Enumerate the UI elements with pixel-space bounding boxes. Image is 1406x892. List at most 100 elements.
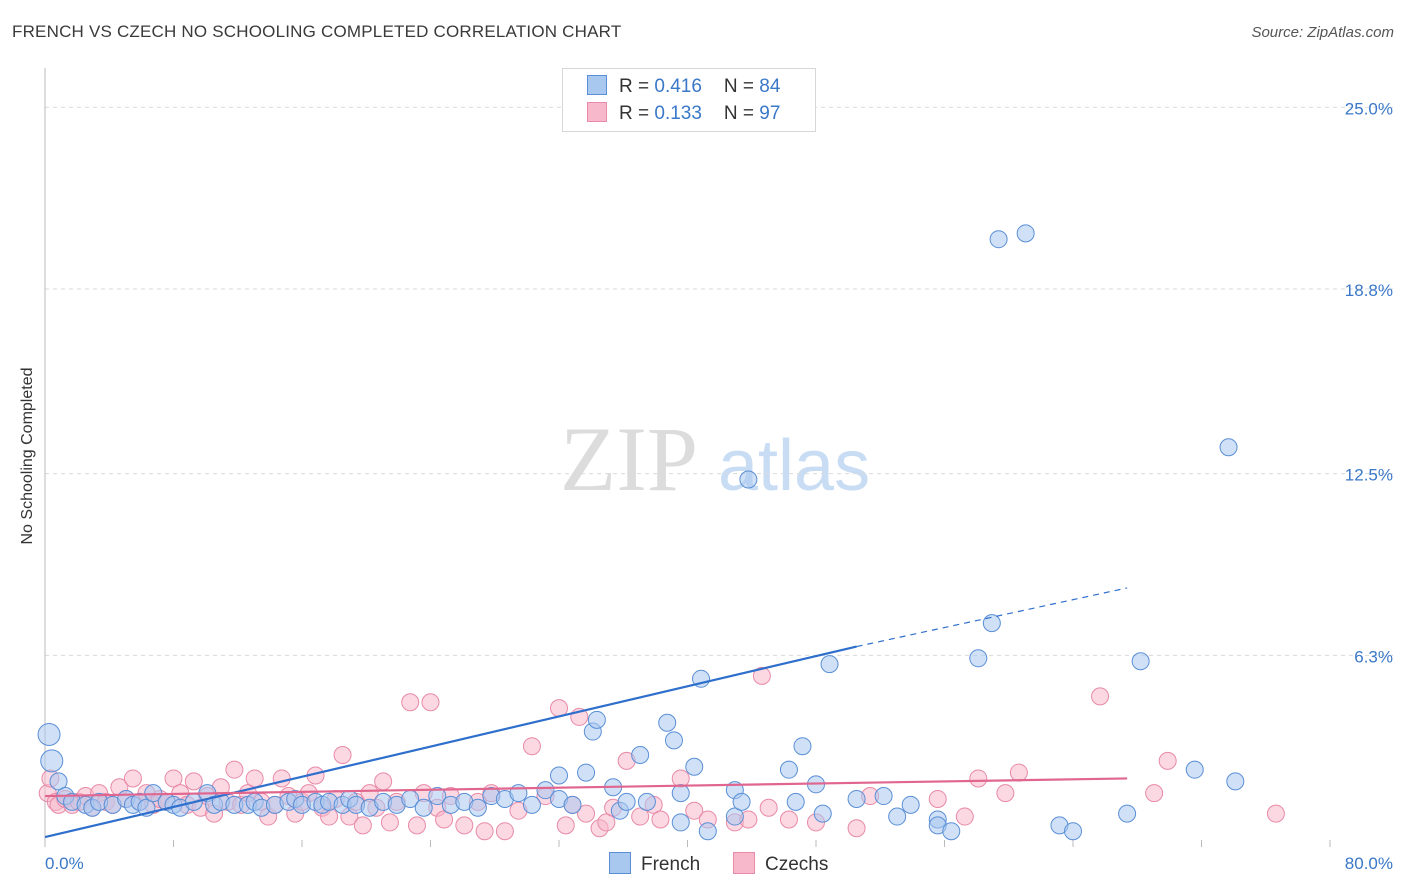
french-point xyxy=(779,760,798,779)
french-point xyxy=(888,807,907,826)
czech-trend-line xyxy=(44,777,1128,798)
watermark-zip: ZIP xyxy=(560,408,698,510)
bottom-czech-swatch xyxy=(733,852,755,874)
czech-point xyxy=(752,666,771,685)
czech-point xyxy=(184,772,203,791)
czech-point xyxy=(245,769,264,788)
french-point xyxy=(40,749,64,773)
legend-czech-n-value: 97 xyxy=(759,103,781,124)
bottom-legend-czech-label: Czechs xyxy=(765,854,829,875)
french-point xyxy=(468,798,487,817)
french-point xyxy=(1226,772,1245,791)
czech-point xyxy=(495,822,514,841)
french-trend-extension xyxy=(856,587,1128,648)
czech-point xyxy=(353,816,372,835)
chart-title: FRENCH VS CZECH NO SCHOOLING COMPLETED C… xyxy=(12,22,622,41)
czech-point xyxy=(421,693,440,712)
french-point xyxy=(989,230,1008,249)
czech-point xyxy=(407,816,426,835)
french-point xyxy=(49,772,68,791)
french-point xyxy=(414,798,433,817)
czech-point xyxy=(435,810,454,829)
french-swatch xyxy=(587,75,607,95)
czech-point xyxy=(1091,687,1110,706)
legend-french-n-value: 84 xyxy=(759,76,781,97)
french-point xyxy=(671,813,690,832)
czech-point xyxy=(996,784,1015,803)
french-point xyxy=(685,757,704,776)
french-point xyxy=(1219,438,1238,457)
legend-french-r-label: R = xyxy=(619,76,655,97)
czech-point xyxy=(928,789,947,808)
czech-point xyxy=(522,737,541,756)
french-point xyxy=(1118,804,1137,823)
french-point xyxy=(1016,224,1035,243)
bottom-legend-czech: Czechs xyxy=(733,852,828,876)
czech-point xyxy=(631,807,650,826)
x-tick-label-min: 0.0% xyxy=(45,854,84,873)
french-point xyxy=(982,614,1001,633)
french-point xyxy=(847,789,866,808)
french-point xyxy=(587,710,606,729)
y-axis-label: No Schooling Completed xyxy=(19,367,36,545)
chart-source: Source: ZipAtlas.com xyxy=(1251,24,1394,41)
czech-point xyxy=(955,807,974,826)
czech-point xyxy=(1009,763,1028,782)
french-point xyxy=(942,822,961,841)
bottom-french-swatch xyxy=(609,852,631,874)
x-tick-label-max: 80.0% xyxy=(1345,854,1393,873)
french-point xyxy=(1185,760,1204,779)
legend-row-czech: R = 0.133 N = 97 xyxy=(587,101,780,127)
czech-point xyxy=(475,822,494,841)
french-point xyxy=(563,795,582,814)
czech-point xyxy=(380,813,399,832)
y-tick-label: 12.5% xyxy=(1345,466,1393,485)
czech-point xyxy=(556,816,575,835)
french-point xyxy=(671,784,690,803)
czech-point xyxy=(759,798,778,817)
czech-point xyxy=(651,810,670,829)
y-tick-label: 18.8% xyxy=(1345,281,1393,300)
french-point xyxy=(901,795,920,814)
french-point xyxy=(637,792,656,811)
french-point xyxy=(874,787,893,806)
czech-point xyxy=(1145,784,1164,803)
czech-point xyxy=(164,769,183,788)
french-point xyxy=(522,795,541,814)
legend-czech-r-label: R = xyxy=(619,103,655,124)
french-point xyxy=(793,737,812,756)
czech-point xyxy=(685,801,704,820)
czech-point xyxy=(1266,804,1285,823)
french-point xyxy=(664,731,683,750)
czech-point xyxy=(123,769,142,788)
czech-point xyxy=(597,813,616,832)
czech-point xyxy=(225,760,244,779)
bottom-legend-french-label: French xyxy=(641,854,701,875)
legend-french-r-value: 0.416 xyxy=(654,76,702,97)
czech-point xyxy=(779,810,798,829)
bottom-legend-french: French xyxy=(609,852,700,876)
french-point xyxy=(577,763,596,782)
czech-point xyxy=(969,769,988,788)
french-point xyxy=(631,746,650,765)
czech-point xyxy=(374,772,393,791)
czech-point xyxy=(847,819,866,838)
czech-swatch xyxy=(587,102,607,122)
french-trend-line xyxy=(44,645,857,839)
czech-point xyxy=(577,804,596,823)
french-point xyxy=(732,792,751,811)
czech-point xyxy=(401,693,420,712)
french-point xyxy=(37,722,61,746)
legend-french-n-label: N = xyxy=(723,76,760,97)
watermark-atlas: atlas xyxy=(718,426,870,506)
legend-czech-r-value: 0.133 xyxy=(654,103,702,124)
french-point xyxy=(1131,652,1150,671)
legend-row-french: R = 0.416 N = 84 xyxy=(587,74,780,100)
french-point xyxy=(536,781,555,800)
french-point xyxy=(725,807,744,826)
french-point xyxy=(428,787,447,806)
czech-point xyxy=(333,746,352,765)
legend-czech-n-label: N = xyxy=(723,103,760,124)
stats-legend: R = 0.416 N = 84 R = 0.133 N = 97 xyxy=(562,68,816,132)
